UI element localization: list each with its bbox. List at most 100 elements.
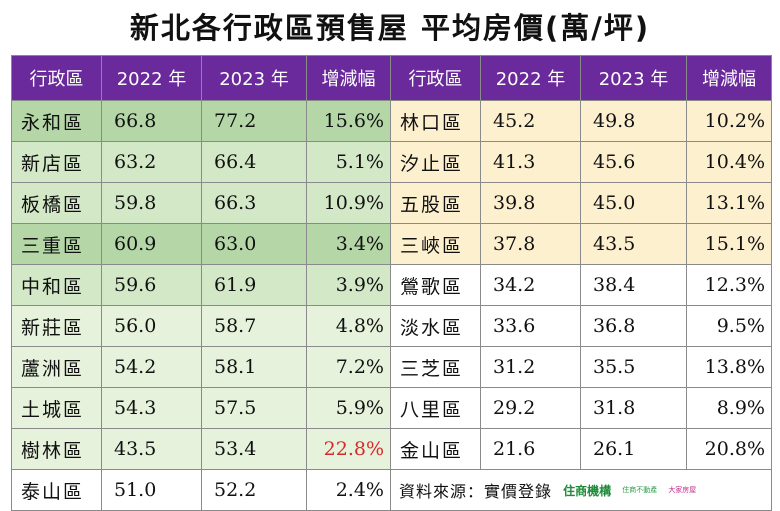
change-cell: 20.8% xyxy=(686,428,772,470)
logo-secondary: 住商不動產 xyxy=(622,486,658,494)
change-cell: 3.4% xyxy=(306,223,391,265)
value-2023-cell: 43.5 xyxy=(580,223,687,265)
logo-tertiary: 大家房屋 xyxy=(668,486,697,494)
change-cell: 13.1% xyxy=(686,182,772,224)
value-2022-cell: 31.2 xyxy=(480,346,581,388)
value-2022-cell: 66.8 xyxy=(101,100,202,142)
district-cell: 汐止區 xyxy=(390,141,481,183)
value-2022-cell: 34.2 xyxy=(480,264,581,306)
table-row: 樹林區 43.5 53.4 22.8% 金山區 21.6 26.1 20.8% xyxy=(11,428,772,470)
value-2022-cell: 51.0 xyxy=(101,469,202,511)
change-cell: 12.3% xyxy=(686,264,772,306)
header-change-left: 增減幅 xyxy=(306,55,391,101)
district-cell: 林口區 xyxy=(390,100,481,142)
page-title: 新北各行政區預售屋 平均房價(萬/坪) xyxy=(129,11,651,45)
value-2022-cell: 33.6 xyxy=(480,305,581,347)
table-row: 新店區 63.2 66.4 5.1% 汐止區 41.3 45.6 10.4% xyxy=(11,141,772,183)
change-cell: 15.1% xyxy=(686,223,772,265)
value-2022-cell: 43.5 xyxy=(101,428,202,470)
value-2023-cell: 38.4 xyxy=(580,264,687,306)
district-cell: 三峽區 xyxy=(390,223,481,265)
logo-main: 住商機構 xyxy=(563,483,612,498)
value-2022-cell: 21.6 xyxy=(480,428,581,470)
change-cell: 13.8% xyxy=(686,346,772,388)
value-2023-cell: 35.5 xyxy=(580,346,687,388)
header-row: 行政區 2022 年 2023 年 增減幅 行政區 2022 年 2023 年 … xyxy=(11,55,772,101)
district-cell: 樹林區 xyxy=(11,428,102,470)
change-cell: 15.6% xyxy=(306,100,391,142)
value-2022-cell: 37.8 xyxy=(480,223,581,265)
district-cell: 五股區 xyxy=(390,182,481,224)
value-2023-cell: 58.7 xyxy=(201,305,307,347)
value-2022-cell: 39.8 xyxy=(480,182,581,224)
source-label: 資料來源：實價登錄 xyxy=(399,482,553,501)
table-row: 板橋區 59.8 66.3 10.9% 五股區 39.8 45.0 13.1% xyxy=(11,182,772,224)
table-row: 土城區 54.3 57.5 5.9% 八里區 29.2 31.8 8.9% xyxy=(11,387,772,429)
header-2023-right: 2023 年 xyxy=(580,55,687,101)
value-2022-cell: 56.0 xyxy=(101,305,202,347)
value-2022-cell: 41.3 xyxy=(480,141,581,183)
district-cell: 中和區 xyxy=(11,264,102,306)
value-2022-cell: 45.2 xyxy=(480,100,581,142)
value-2023-cell: 61.9 xyxy=(201,264,307,306)
value-2023-cell: 52.2 xyxy=(201,469,307,511)
header-change-right: 增減幅 xyxy=(686,55,772,101)
value-2023-cell: 66.4 xyxy=(201,141,307,183)
value-2022-cell: 59.8 xyxy=(101,182,202,224)
district-cell: 金山區 xyxy=(390,428,481,470)
header-2023-left: 2023 年 xyxy=(201,55,307,101)
change-cell: 9.5% xyxy=(686,305,772,347)
table-row: 蘆洲區 54.2 58.1 7.2% 三芝區 31.2 35.5 13.8% xyxy=(11,346,772,388)
change-cell: 5.1% xyxy=(306,141,391,183)
district-cell: 八里區 xyxy=(390,387,481,429)
value-2023-cell: 53.4 xyxy=(201,428,307,470)
change-cell: 5.9% xyxy=(306,387,391,429)
district-cell: 鶯歌區 xyxy=(390,264,481,306)
value-2023-cell: 63.0 xyxy=(201,223,307,265)
change-cell: 2.4% xyxy=(306,469,391,511)
value-2023-cell: 66.3 xyxy=(201,182,307,224)
value-2022-cell: 54.2 xyxy=(101,346,202,388)
header-district-left: 行政區 xyxy=(11,55,102,101)
change-cell: 7.2% xyxy=(306,346,391,388)
change-cell: 8.9% xyxy=(686,387,772,429)
source-cell: 資料來源：實價登錄 住商機構 住商不動產 大家房屋 xyxy=(390,469,772,511)
header-2022-right: 2022 年 xyxy=(480,55,581,101)
change-cell: 4.8% xyxy=(306,305,391,347)
district-cell: 新店區 xyxy=(11,141,102,183)
change-cell: 10.9% xyxy=(306,182,391,224)
price-table: 行政區 2022 年 2023 年 增減幅 行政區 2022 年 2023 年 … xyxy=(11,55,772,511)
table-row: 三重區 60.9 63.0 3.4% 三峽區 37.8 43.5 15.1% xyxy=(11,223,772,265)
value-2023-cell: 77.2 xyxy=(201,100,307,142)
value-2023-cell: 31.8 xyxy=(580,387,687,429)
district-cell: 土城區 xyxy=(11,387,102,429)
value-2022-cell: 29.2 xyxy=(480,387,581,429)
table-row: 泰山區 51.0 52.2 2.4% 資料來源：實價登錄 住商機構 住商不動產 … xyxy=(11,469,772,511)
table-row: 新莊區 56.0 58.7 4.8% 淡水區 33.6 36.8 9.5% xyxy=(11,305,772,347)
value-2023-cell: 49.8 xyxy=(580,100,687,142)
value-2023-cell: 58.1 xyxy=(201,346,307,388)
value-2023-cell: 45.0 xyxy=(580,182,687,224)
value-2023-cell: 45.6 xyxy=(580,141,687,183)
value-2022-cell: 59.6 xyxy=(101,264,202,306)
value-2022-cell: 63.2 xyxy=(101,141,202,183)
district-cell: 永和區 xyxy=(11,100,102,142)
table-row: 永和區 66.8 77.2 15.6% 林口區 45.2 49.8 10.2% xyxy=(11,100,772,142)
header-2022-left: 2022 年 xyxy=(101,55,202,101)
change-cell: 10.4% xyxy=(686,141,772,183)
value-2023-cell: 26.1 xyxy=(580,428,687,470)
value-2023-cell: 36.8 xyxy=(580,305,687,347)
change-cell: 3.9% xyxy=(306,264,391,306)
header-district-right: 行政區 xyxy=(390,55,481,101)
district-cell: 淡水區 xyxy=(390,305,481,347)
district-cell: 三芝區 xyxy=(390,346,481,388)
change-cell-highlight: 22.8% xyxy=(306,428,391,470)
district-cell: 泰山區 xyxy=(11,469,102,511)
value-2022-cell: 60.9 xyxy=(101,223,202,265)
district-cell: 蘆洲區 xyxy=(11,346,102,388)
district-cell: 新莊區 xyxy=(11,305,102,347)
district-cell: 板橋區 xyxy=(11,182,102,224)
table-row: 中和區 59.6 61.9 3.9% 鶯歌區 34.2 38.4 12.3% xyxy=(11,264,772,306)
change-cell: 10.2% xyxy=(686,100,772,142)
